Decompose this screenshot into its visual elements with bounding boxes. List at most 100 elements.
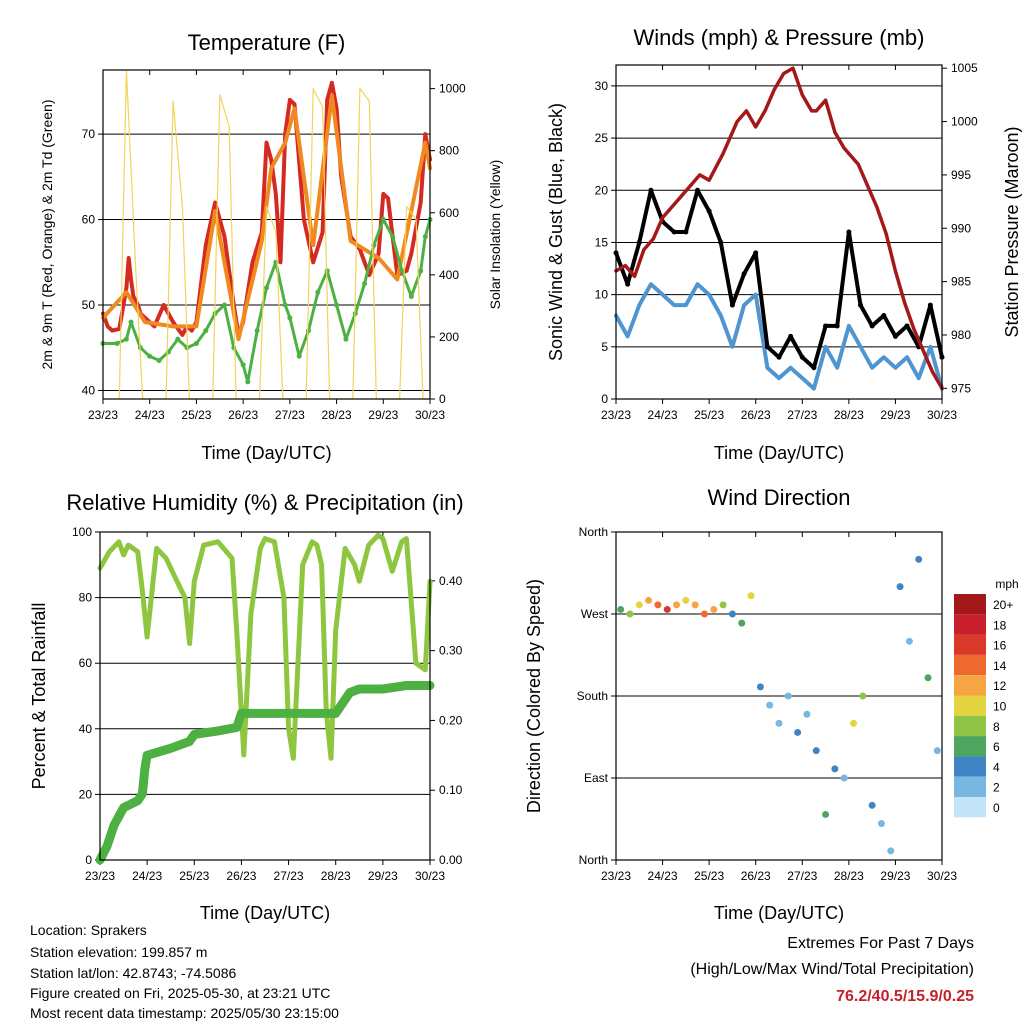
extremes-subtitle: (High/Low/Max Wind/Total Precipitation): [690, 961, 974, 978]
x-tick-label: 28/23: [321, 869, 351, 883]
legend-label: 8: [993, 720, 1000, 734]
wind-direction-point: [822, 810, 830, 818]
x-tick-label: 26/23: [741, 408, 771, 422]
wind-direction-point: [719, 601, 727, 609]
x-tick-label: 23/23: [85, 869, 115, 883]
y2-tick-label: 200: [439, 330, 459, 344]
wind-direction-point: [803, 710, 811, 718]
y2-tick-label: 990: [951, 221, 971, 235]
legend-label: 6: [993, 740, 1000, 754]
y-tick-label: 60: [79, 656, 93, 670]
x-tick-label: 30/23: [927, 869, 957, 883]
wind-direction-point: [840, 774, 848, 782]
x-tick-label: 29/23: [368, 408, 398, 422]
x-tick-label: 25/23: [694, 408, 724, 422]
series-line-station-pressure: [614, 66, 944, 391]
wind-direction-point: [924, 674, 932, 682]
x-tick-label: 24/23: [648, 408, 678, 422]
x-axis-label: Time (Day/UTC): [200, 903, 330, 923]
data-point: [296, 353, 302, 359]
x-tick-label: 23/23: [88, 408, 118, 422]
y-axis-label: 2m & 9m T (Red, Orange) & 2m Td (Green): [39, 100, 55, 370]
data-point: [114, 340, 120, 346]
chart-title: Wind Direction: [707, 485, 850, 510]
series-line-total-precipitation: [95, 681, 435, 865]
extremes-title: Extremes For Past 7 Days: [787, 935, 974, 952]
y2-tick-label: 0: [439, 392, 446, 406]
data-point: [683, 229, 689, 235]
wind-direction-point: [700, 610, 708, 618]
wind-direction-point: [673, 601, 681, 609]
wind-direction-point: [915, 555, 923, 563]
legend-swatch: [954, 736, 986, 757]
series-line-sonic-wind: [614, 282, 944, 391]
data-point: [203, 328, 209, 334]
wind-direction-point: [635, 601, 643, 609]
x-axis-label: Time (Day/UTC): [201, 443, 331, 463]
legend-label: 2: [993, 781, 1000, 795]
wind-direction-point: [877, 820, 885, 828]
location-text: Location: Sprakers: [30, 922, 147, 938]
wind-direction-point: [766, 701, 774, 709]
data-point: [175, 336, 181, 342]
x-tick-label: 27/23: [274, 869, 304, 883]
y-tick-label: 25: [595, 131, 609, 145]
y-tick-label: 5: [601, 340, 608, 354]
y-tick-label: 0: [85, 853, 92, 867]
legend-swatch: [954, 675, 986, 696]
data-point: [418, 268, 424, 274]
wind-direction-point: [850, 719, 858, 727]
x-tick-label: 27/23: [275, 408, 305, 422]
y2-tick-label: 1000: [439, 82, 466, 96]
y-tick-label: 40: [79, 722, 93, 736]
x-tick-label: 29/23: [880, 408, 910, 422]
y-tick-label: 100: [72, 525, 92, 539]
legend-swatch: [954, 634, 986, 655]
plot-frame: [102, 69, 431, 400]
data-point: [834, 323, 840, 329]
data-point: [422, 234, 428, 240]
wind-direction-point: [933, 747, 941, 755]
data-point: [254, 328, 260, 334]
wind-direction-point: [775, 719, 783, 727]
chart-title: Relative Humidity (%) & Precipitation (i…: [66, 490, 463, 515]
data-point: [788, 333, 794, 339]
created-text: Figure created on Fri, 2025-05-30, at 23…: [30, 985, 331, 1001]
wind-direction-point: [812, 747, 820, 755]
y2-tick-label: 0.40: [439, 574, 463, 588]
chart-title: Temperature (F): [188, 30, 346, 55]
legend-label: 0: [993, 801, 1000, 815]
legend-label: 18: [993, 618, 1007, 632]
y-tick-label: 40: [82, 383, 96, 397]
y-tick-label: East: [584, 771, 609, 785]
x-tick-label: 30/23: [415, 408, 445, 422]
y2-axis-label: Solar Insolation (Yellow): [487, 160, 503, 310]
y2-tick-label: 0.00: [439, 853, 463, 867]
y2-tick-label: 1005: [951, 61, 978, 75]
y-tick-label: 30: [595, 79, 609, 93]
recent-timestamp-text: Most recent data timestamp: 2025/05/30 2…: [30, 1005, 339, 1021]
x-tick-label: 24/23: [135, 408, 165, 422]
legend-swatch: [954, 715, 986, 737]
data-point: [306, 328, 312, 334]
data-point: [362, 281, 368, 287]
wind-direction-point: [654, 601, 662, 609]
y2-tick-label: 985: [951, 275, 971, 289]
x-tick-label: 29/23: [368, 869, 398, 883]
legend-swatch: [954, 654, 986, 676]
data-point: [380, 217, 386, 223]
data-point: [408, 293, 414, 299]
legend-label: 10: [993, 700, 1007, 714]
data-point: [147, 353, 153, 359]
x-tick-label: 26/23: [226, 869, 256, 883]
y-tick-label: 20: [79, 787, 93, 801]
x-axis-label: Time (Day/UTC): [714, 443, 844, 463]
plot-frame: [615, 531, 943, 861]
wind-direction-point: [663, 605, 671, 613]
legend-label: 20+: [993, 598, 1013, 612]
wind-direction-point: [691, 601, 699, 609]
wind-direction-point: [905, 637, 913, 645]
data-point: [343, 336, 349, 342]
y-axis-label: Sonic Wind & Gust (Blue, Black): [546, 103, 566, 361]
